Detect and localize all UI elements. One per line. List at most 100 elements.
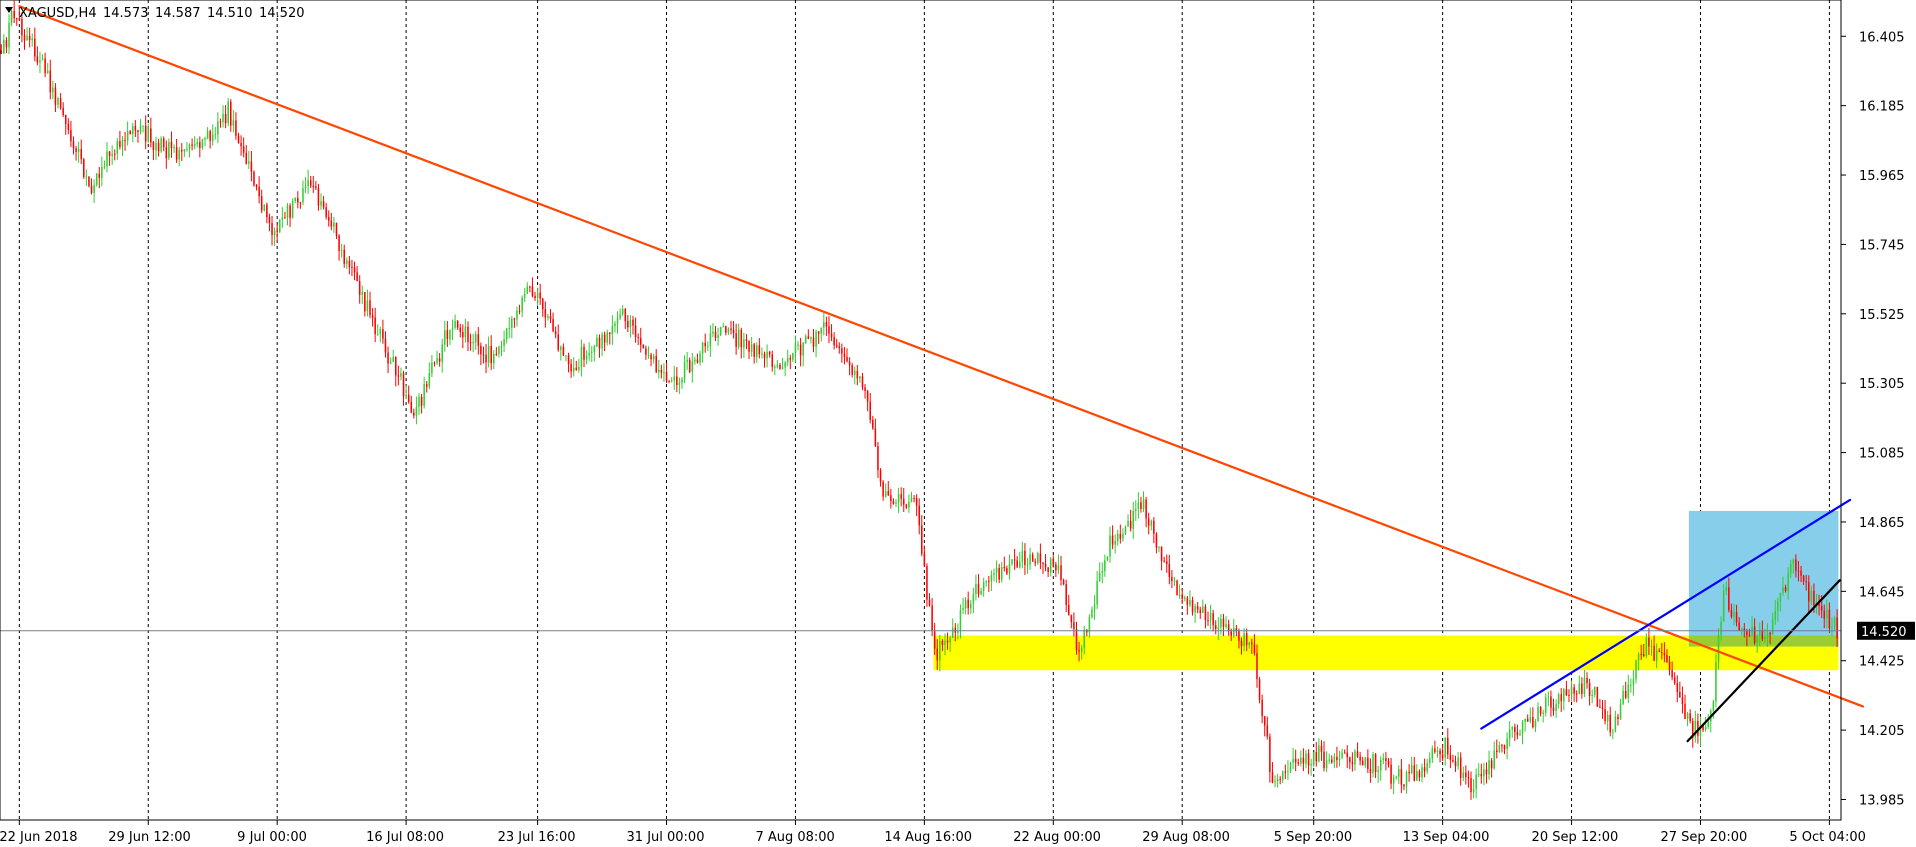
y-tick-label: 14.645 bbox=[1859, 585, 1905, 600]
candle-body bbox=[583, 346, 585, 360]
candle-body bbox=[103, 166, 106, 168]
candle-body bbox=[980, 590, 982, 595]
candle-body bbox=[1777, 601, 1779, 612]
candle-body bbox=[678, 382, 681, 386]
candle-body bbox=[879, 469, 882, 483]
candle-body bbox=[39, 60, 41, 63]
candle-body bbox=[1764, 637, 1766, 640]
candle-body bbox=[1374, 754, 1377, 772]
candle-body bbox=[1609, 714, 1612, 733]
candle-body bbox=[217, 121, 219, 135]
candle-body bbox=[781, 367, 784, 369]
descending-trendline[interactable] bbox=[18, 5, 1865, 708]
candle-body bbox=[856, 370, 859, 379]
candle-body bbox=[1769, 632, 1771, 635]
candle-body bbox=[232, 120, 235, 126]
candle-body bbox=[1833, 617, 1836, 628]
candle-body bbox=[1349, 757, 1351, 763]
candle-body bbox=[266, 204, 268, 218]
candle-body bbox=[866, 391, 869, 402]
candle-body bbox=[585, 355, 588, 360]
candle-body bbox=[1142, 499, 1145, 509]
candle-body bbox=[224, 113, 227, 124]
candle-body bbox=[1119, 533, 1122, 539]
candle-body bbox=[823, 322, 825, 328]
candle-body bbox=[998, 567, 1000, 580]
candle-body bbox=[807, 336, 810, 339]
candle-body bbox=[402, 373, 405, 397]
candle-body bbox=[975, 583, 977, 595]
candle-body bbox=[1514, 727, 1516, 733]
ascending-support-line[interactable] bbox=[1686, 579, 1841, 743]
candle-body bbox=[1689, 713, 1691, 722]
candle-body bbox=[1560, 694, 1563, 702]
candle-body bbox=[1124, 526, 1127, 534]
candle-body bbox=[333, 222, 335, 227]
candle-body bbox=[384, 338, 387, 353]
candle-body bbox=[1604, 708, 1606, 722]
candle-body bbox=[588, 352, 590, 356]
candle-body bbox=[304, 186, 307, 189]
candle-body bbox=[1467, 777, 1470, 779]
candle-body bbox=[647, 354, 650, 356]
candle-body bbox=[320, 201, 322, 206]
candle-body bbox=[1630, 684, 1632, 686]
candle-body bbox=[810, 337, 812, 339]
candle-body bbox=[982, 582, 985, 591]
candle-body bbox=[1217, 627, 1220, 629]
candle-body bbox=[717, 335, 719, 338]
candle-body bbox=[951, 627, 954, 638]
candle-body bbox=[1364, 757, 1367, 766]
candle-body bbox=[593, 346, 596, 352]
candle-body bbox=[621, 309, 624, 315]
candle-body bbox=[1158, 546, 1160, 548]
candle-body bbox=[1828, 609, 1831, 629]
candle-body bbox=[1447, 737, 1449, 755]
candle-body bbox=[513, 318, 516, 320]
candle-body bbox=[1387, 761, 1390, 765]
candle-body bbox=[186, 149, 188, 151]
candle-body bbox=[1057, 565, 1060, 571]
candle-body bbox=[1029, 554, 1031, 565]
candle-body bbox=[905, 504, 908, 508]
candle-body bbox=[848, 361, 851, 366]
candle-body bbox=[596, 337, 598, 347]
candle-body bbox=[361, 292, 364, 295]
candle-body bbox=[722, 326, 725, 328]
candle-body bbox=[1253, 644, 1256, 654]
candle-body bbox=[382, 329, 384, 339]
candle-body bbox=[985, 580, 988, 583]
candle-body bbox=[1191, 600, 1194, 613]
candle-body bbox=[397, 375, 400, 377]
candle-body bbox=[1194, 606, 1196, 613]
candle-body bbox=[263, 204, 266, 211]
candle-body bbox=[1080, 647, 1083, 652]
candle-body bbox=[1797, 570, 1800, 572]
candle-body bbox=[1093, 604, 1096, 610]
candle-body bbox=[201, 139, 204, 148]
candle-body bbox=[580, 346, 583, 367]
candle-body bbox=[1627, 684, 1630, 698]
candle-body bbox=[887, 491, 890, 496]
candle-body bbox=[547, 316, 549, 318]
candle-body bbox=[1679, 692, 1681, 698]
candle-body bbox=[521, 297, 523, 312]
menu-triangle-icon[interactable] bbox=[5, 7, 13, 13]
candle-body bbox=[356, 272, 358, 282]
candle-body bbox=[214, 134, 217, 136]
candle-body bbox=[1171, 576, 1173, 582]
candle-body bbox=[1475, 774, 1477, 790]
candle-body bbox=[1369, 768, 1372, 773]
candle-body bbox=[10, 10, 13, 23]
candle-body bbox=[534, 295, 536, 299]
candle-body bbox=[933, 630, 936, 649]
candle-body bbox=[260, 196, 263, 211]
candle-body bbox=[209, 131, 211, 141]
candle-body bbox=[456, 321, 459, 328]
candle-body bbox=[1233, 628, 1235, 636]
candle-body bbox=[490, 345, 492, 364]
ascending-resistance-line[interactable] bbox=[1480, 498, 1852, 730]
current-price-label: 14.520 bbox=[1861, 625, 1907, 640]
time-axis: 22 Jun 2018 29 Jun 12:00 9 Jul 00:00 16 Jul… bbox=[0, 820, 1866, 845]
candle-body bbox=[369, 300, 371, 316]
